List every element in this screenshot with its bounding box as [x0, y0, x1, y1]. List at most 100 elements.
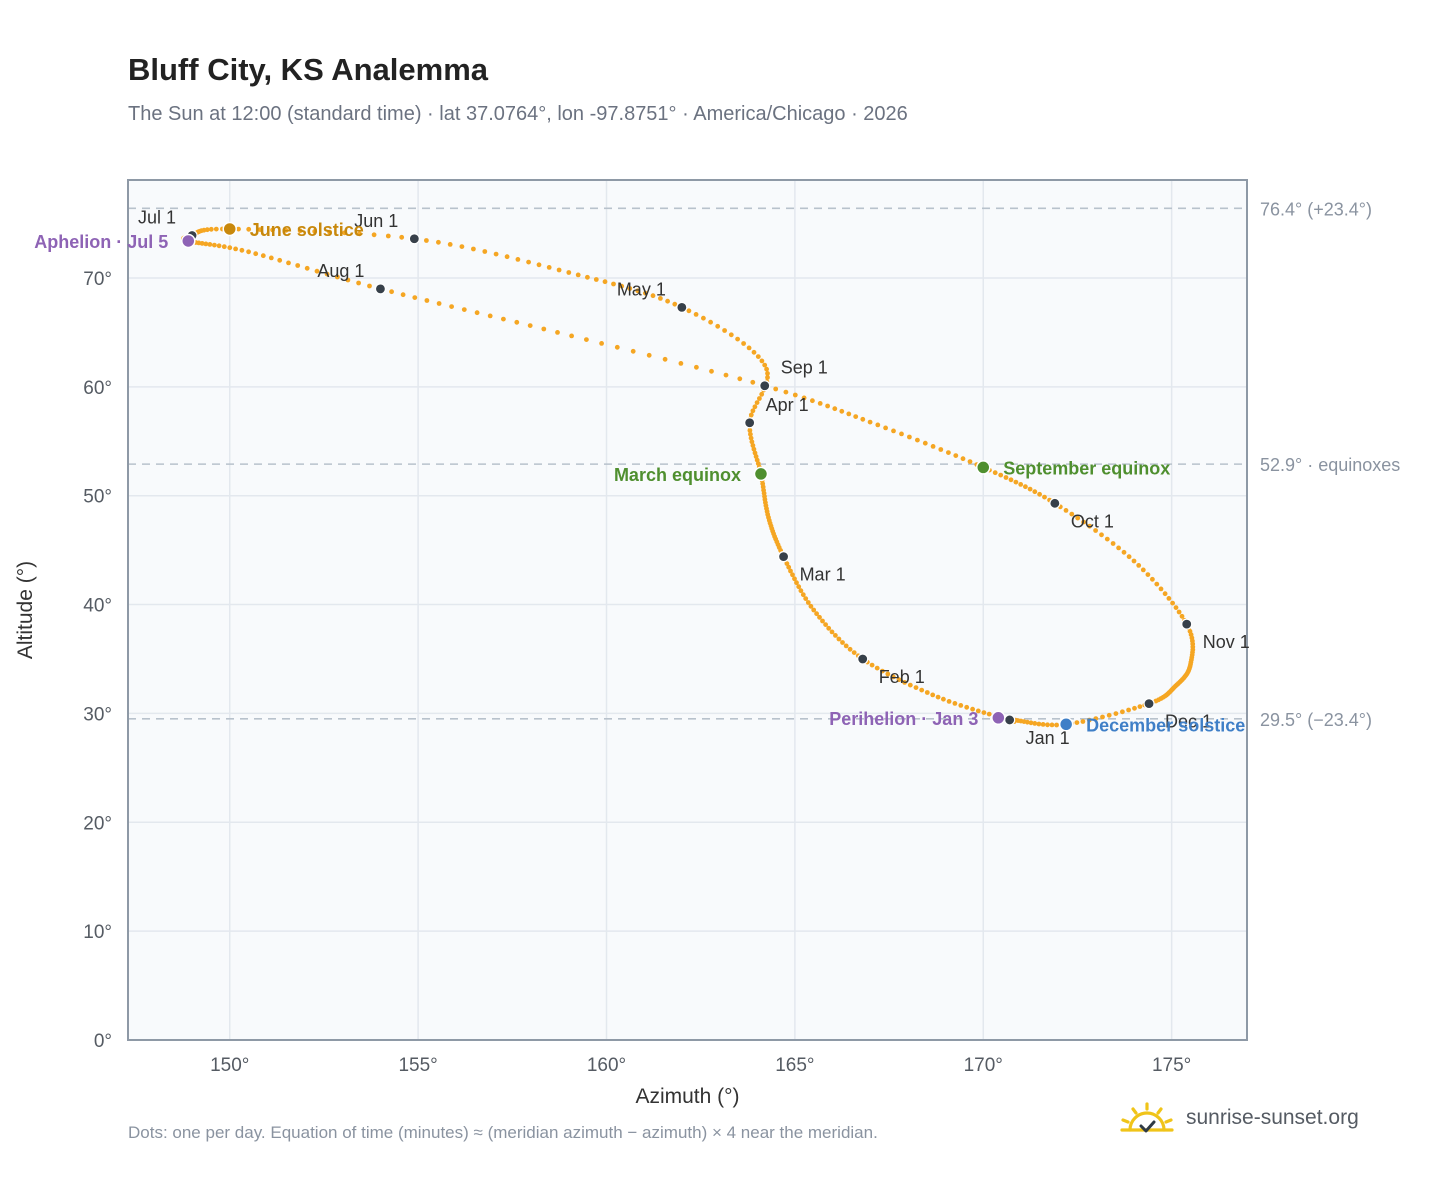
- daily-dot: [1179, 613, 1185, 619]
- daily-dot: [874, 665, 880, 671]
- daily-dot: [585, 274, 590, 280]
- daily-dot: [504, 254, 510, 260]
- daily-dot: [515, 257, 521, 262]
- daily-dot: [1166, 596, 1172, 601]
- y-tick-label: 20°: [83, 813, 112, 834]
- daily-dot: [1081, 519, 1086, 525]
- plot-frame: [127, 179, 1248, 1041]
- daily-dot: [584, 337, 589, 342]
- daily-dot: [808, 603, 814, 609]
- plot-background: [128, 180, 1247, 1040]
- daily-dot: [792, 392, 798, 398]
- daily-dot: [1132, 705, 1137, 711]
- chart-footnote: Dots: one per day. Equation of time (min…: [128, 1123, 878, 1142]
- daily-dot: [851, 650, 857, 655]
- daily-dot: [482, 249, 488, 254]
- daily-dot: [678, 361, 684, 366]
- daily-dot: [1093, 528, 1098, 533]
- daily-dot: [501, 316, 506, 322]
- daily-dot: [367, 283, 372, 289]
- daily-dot: [1150, 576, 1155, 582]
- daily-dot: [840, 640, 845, 645]
- daily-dot: [566, 270, 572, 275]
- month-marker: [1181, 618, 1193, 630]
- daily-dot: [811, 607, 817, 613]
- daily-dot: [941, 696, 946, 702]
- daily-dot: [662, 356, 668, 362]
- month-label: Apr 1: [766, 395, 809, 415]
- daily-dot: [1049, 722, 1055, 728]
- daily-dot: [839, 408, 845, 414]
- daily-dot: [1099, 532, 1104, 538]
- daily-dot: [765, 375, 770, 380]
- daily-dot: [792, 576, 797, 582]
- daily-dot: [203, 241, 209, 247]
- daily-dot: [312, 229, 318, 234]
- daily-dot: [764, 366, 769, 372]
- daily-dot: [1126, 554, 1132, 560]
- reference-line-label: 29.5° (−23.4°): [1260, 710, 1372, 730]
- daily-dot: [952, 701, 958, 706]
- daily-dot: [371, 232, 377, 238]
- daily-dot: [356, 280, 361, 286]
- daily-dot: [773, 386, 779, 392]
- daily-dot: [751, 349, 757, 355]
- daily-dot: [1162, 591, 1168, 597]
- daily-dot: [335, 274, 340, 280]
- daily-dot: [527, 323, 533, 328]
- daily-dot: [602, 279, 608, 285]
- daily-dot: [875, 422, 881, 428]
- daily-dot: [227, 245, 233, 251]
- month-label: Mar 1: [800, 565, 846, 585]
- daily-dot: [913, 685, 919, 690]
- daily-dot: [762, 362, 768, 368]
- daily-dot: [825, 403, 830, 409]
- daily-dot: [493, 251, 499, 257]
- month-label: Oct 1: [1071, 511, 1114, 531]
- daily-dot: [800, 592, 806, 598]
- daily-dot: [665, 298, 670, 304]
- daily-dot: [981, 710, 987, 715]
- daily-dot: [759, 391, 765, 397]
- daily-dot: [461, 307, 467, 312]
- daily-dot: [728, 332, 734, 338]
- daily-dot: [915, 437, 920, 443]
- daily-dot: [755, 354, 761, 359]
- daily-dot: [253, 251, 259, 257]
- daily-dot: [236, 226, 241, 232]
- month-label: Nov 1: [1203, 632, 1250, 652]
- daily-dot: [883, 425, 888, 431]
- daily-dot: [922, 440, 928, 446]
- daily-dot: [829, 629, 835, 635]
- brand-name: sunrise-sunset.org: [1186, 1106, 1359, 1129]
- daily-dot: [672, 301, 678, 307]
- daily-dot: [257, 227, 263, 233]
- daily-dot: [1170, 600, 1175, 606]
- daily-dot: [796, 584, 802, 590]
- daily-dot: [314, 268, 320, 274]
- daily-dot: [541, 326, 547, 332]
- daily-dot: [1087, 523, 1092, 529]
- daily-dot: [239, 247, 245, 253]
- brand-logo[interactable]: sunrise-sunset.org: [1120, 1102, 1359, 1134]
- y-tick-label: 40°: [83, 596, 112, 617]
- daily-dot: [817, 401, 823, 406]
- daily-dot: [798, 588, 804, 594]
- month-marker: [374, 283, 387, 295]
- daily-dot: [693, 312, 699, 317]
- daily-dot: [1013, 479, 1019, 485]
- daily-dot: [783, 389, 789, 395]
- daily-dot: [1032, 489, 1038, 495]
- daily-dot: [324, 271, 330, 277]
- daily-dot: [953, 453, 959, 458]
- daily-dot: [735, 336, 740, 342]
- daily-dot: [569, 333, 574, 339]
- daily-dot: [213, 226, 219, 232]
- daily-dot: [902, 680, 907, 685]
- month-label: Sep 1: [781, 358, 828, 378]
- month-label: Dec 1: [1165, 712, 1212, 732]
- daily-dot: [946, 450, 951, 455]
- daily-dot: [753, 454, 759, 459]
- daily-dot: [1036, 721, 1042, 727]
- daily-dot: [474, 310, 480, 316]
